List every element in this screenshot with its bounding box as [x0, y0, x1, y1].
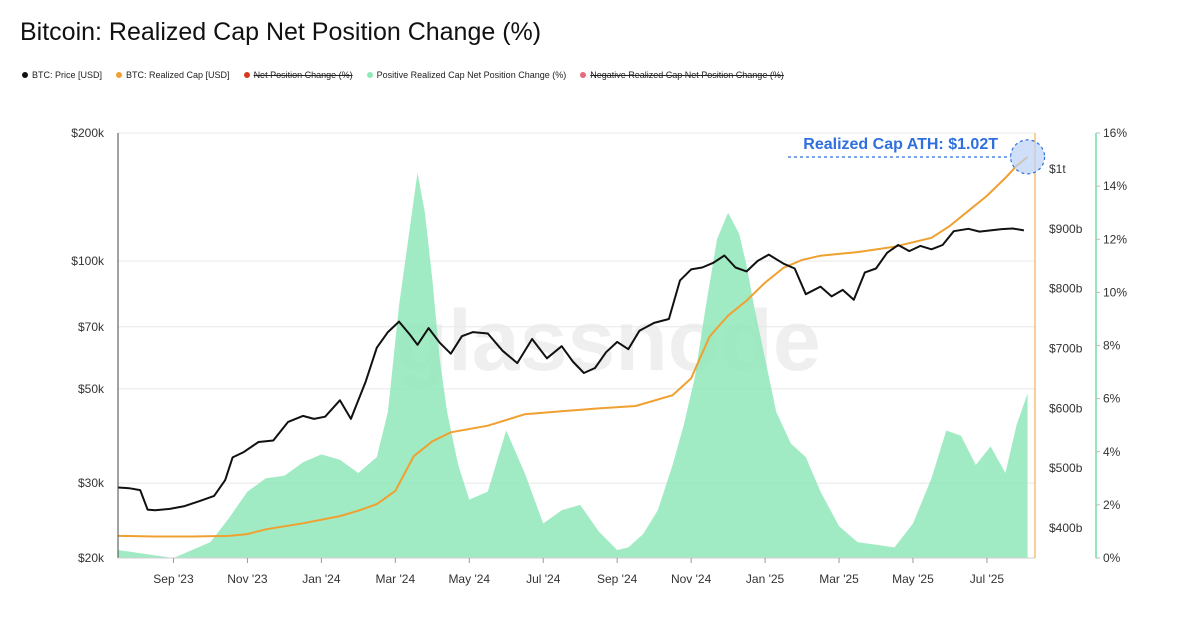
y-left-tick-label: $200k [71, 126, 105, 140]
legend-label-positive-change: Positive Realized Cap Net Position Chang… [376, 70, 567, 80]
legend-label-negative-change: Negative Realized Cap Net Position Chang… [590, 70, 784, 80]
legend-dot-realized-cap [116, 72, 123, 78]
y-right-cap-tick-label: $600b [1049, 401, 1083, 415]
y-right-pct-tick-label: 4% [1103, 445, 1121, 459]
legend-label-price: BTC: Price [USD] [32, 70, 103, 80]
x-tick-label: Nov '24 [671, 572, 712, 586]
y-right-pct-tick-label: 8% [1103, 339, 1121, 353]
legend-item-positive-change[interactable]: Positive Realized Cap Net Position Chang… [366, 70, 567, 80]
x-tick-label: Mar '25 [819, 572, 859, 586]
legend-label-net-position-change: Net Position Change (%) [253, 70, 353, 80]
legend-item-negative-change[interactable]: Negative Realized Cap Net Position Chang… [580, 70, 784, 80]
y-right-pct-tick-label: 10% [1103, 285, 1127, 299]
positive-change-area [118, 172, 1028, 559]
realized-cap-ath-annotation: Realized Cap ATH: $1.02T [803, 136, 998, 153]
x-tick-label: Sep '24 [597, 572, 638, 586]
x-tick-label: Sep '23 [153, 572, 194, 586]
y-left-tick-label: $100k [71, 254, 105, 268]
legend-item-realized-cap[interactable]: BTC: Realized Cap [USD] [116, 70, 230, 80]
y-right-pct-tick-label: 0% [1103, 551, 1121, 565]
y-left-tick-label: $70k [78, 320, 105, 334]
x-tick-label: May '24 [448, 572, 490, 586]
legend-dot-net-position-change [243, 72, 250, 78]
y-left-tick-label: $50k [78, 382, 105, 396]
legend-dot-positive-change [366, 72, 373, 78]
x-tick-label: Mar '24 [375, 572, 415, 586]
y-right-cap-tick-label: $900b [1049, 222, 1083, 236]
legend-dot-negative-change [580, 72, 587, 78]
x-tick-label: Jul '24 [526, 572, 561, 586]
price-layer [117, 227, 1025, 512]
x-tick-label: Jan '25 [746, 572, 785, 586]
y-right-pct-tick-label: 12% [1103, 232, 1127, 246]
y-right-cap-tick-label: $1t [1049, 162, 1066, 176]
legend-dot-price [22, 72, 28, 78]
legend-label-realized-cap: BTC: Realized Cap [USD] [126, 70, 230, 80]
legend-item-price[interactable]: BTC: Price [USD] [22, 70, 102, 80]
y-right-pct-tick-label: 14% [1103, 179, 1127, 193]
y-right-cap-tick-label: $400b [1049, 521, 1083, 535]
positive-change-area-layer [117, 172, 1028, 559]
axes: $20k $30k $50k $70k $100k $200k $400b $500b $600… [71, 126, 1127, 586]
annotation-layer: Realized Cap ATH: $1.02T [788, 136, 1046, 175]
y-right-cap-tick-label: $800b [1049, 282, 1083, 296]
y-left-tick-label: $30k [78, 476, 105, 490]
y-right-pct-tick-label: 6% [1103, 392, 1121, 406]
ath-highlight-circle [1009, 139, 1046, 175]
y-right-pct-tick-label: 16% [1103, 126, 1127, 140]
x-tick-label: Jul '25 [970, 572, 1005, 586]
x-tick-label: Nov '23 [227, 572, 268, 586]
y-left-tick-label: $20k [78, 551, 105, 565]
y-right-pct-tick-label: 2% [1103, 498, 1121, 512]
x-tick-label: Jan '24 [302, 572, 341, 586]
legend-item-net-position-change[interactable]: Net Position Change (%) [243, 70, 353, 80]
realized-cap-line [117, 156, 1029, 538]
y-right-cap-tick-label: $700b [1049, 341, 1083, 355]
y-right-cap-tick-label: $500b [1049, 461, 1083, 475]
page-title: Bitcoin: Realized Cap Net Position Chang… [20, 18, 542, 46]
legend: BTC: Price [USD] BTC: Realized Cap [USD]… [22, 70, 784, 80]
x-tick-label: May '25 [892, 572, 934, 586]
